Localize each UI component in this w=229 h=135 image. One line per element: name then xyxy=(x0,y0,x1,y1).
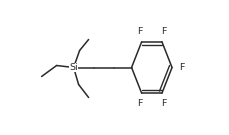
Text: Si: Si xyxy=(69,63,78,72)
Text: F: F xyxy=(136,27,142,36)
Text: F: F xyxy=(161,99,166,108)
Text: F: F xyxy=(179,63,184,72)
Text: F: F xyxy=(161,27,166,36)
Text: F: F xyxy=(136,99,142,108)
